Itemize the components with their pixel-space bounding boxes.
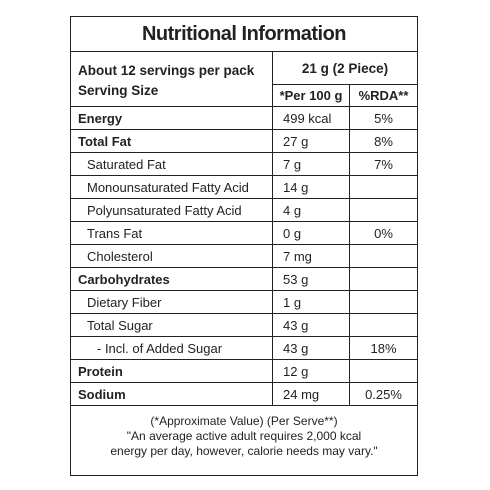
nutrient-per100: 7 mg: [272, 245, 349, 267]
column-header-rda: %RDA**: [349, 84, 417, 106]
serving-size-label: Serving Size: [78, 83, 159, 98]
nutrient-rda: 18%: [349, 337, 417, 359]
nutrient-rda: [349, 314, 417, 336]
nutrient-name: Total Fat: [78, 133, 132, 149]
nutrient-per100: 53 g: [272, 268, 349, 290]
nutrient-rda: 8%: [349, 130, 417, 152]
nutrient-per100: 499 kcal: [272, 107, 349, 129]
nutrient-per100: 43 g: [272, 314, 349, 336]
column-header-per100: *Per 100 g: [272, 84, 349, 106]
nutrient-row-protein: Protein 12 g: [71, 360, 417, 383]
nutrient-rda: 5%: [349, 107, 417, 129]
nutrient-row-sodium: Sodium 24 mg 0.25%: [71, 383, 417, 406]
nutrient-name: Monounsaturated Fatty Acid: [87, 179, 249, 195]
footnote: (*Approximate Value) (Per Serve**) "An a…: [71, 406, 417, 459]
nutrient-rda: [349, 199, 417, 221]
nutrient-per100: 27 g: [272, 130, 349, 152]
nutrient-per100: 1 g: [272, 291, 349, 313]
footnote-line-1: (*Approximate Value) (Per Serve**): [150, 414, 338, 428]
nutrient-row-saturated-fat: Saturated Fat 7 g 7%: [71, 153, 417, 176]
nutrient-per100: 43 g: [272, 337, 349, 359]
nutrient-row-total-fat: Total Fat 27 g 8%: [71, 130, 417, 153]
nutrient-name: Polyunsaturated Fatty Acid: [87, 202, 242, 218]
nutrient-per100: 4 g: [272, 199, 349, 221]
nutrient-rda: [349, 176, 417, 198]
footnote-line-3: energy per day, however, calorie needs m…: [110, 444, 378, 458]
panel-title: Nutritional Information: [71, 17, 417, 52]
nutrient-name: Sodium: [78, 386, 126, 402]
nutrient-name: Saturated Fat: [87, 156, 166, 172]
nutrient-rda: 0.25%: [349, 383, 417, 405]
nutrient-row-monounsaturated: Monounsaturated Fatty Acid 14 g: [71, 176, 417, 199]
serving-header: About 12 servings per pack Serving Size …: [71, 52, 417, 107]
nutrient-row-energy: Energy 499 kcal 5%: [71, 107, 417, 130]
nutrient-rda: [349, 245, 417, 267]
nutrient-name: Total Sugar: [87, 317, 153, 333]
serving-size-value: 21 g (2 Piece): [272, 52, 417, 84]
nutrient-name: - Incl. of Added Sugar: [97, 340, 223, 356]
nutrient-rda: 0%: [349, 222, 417, 244]
nutrient-per100: 14 g: [272, 176, 349, 198]
nutrient-per100: 7 g: [272, 153, 349, 175]
nutrient-name: Cholesterol: [87, 248, 153, 264]
nutrient-row-carbohydrates: Carbohydrates 53 g: [71, 268, 417, 291]
nutrient-row-trans-fat: Trans Fat 0 g 0%: [71, 222, 417, 245]
nutrient-rda: [349, 268, 417, 290]
nutrient-row-cholesterol: Cholesterol 7 mg: [71, 245, 417, 268]
nutrient-name: Trans Fat: [87, 225, 143, 241]
nutrient-name: Carbohydrates: [78, 271, 170, 287]
nutrient-per100: 0 g: [272, 222, 349, 244]
servings-per-pack: About 12 servings per pack: [78, 63, 255, 78]
nutrient-row-dietary-fiber: Dietary Fiber 1 g: [71, 291, 417, 314]
nutrient-per100: 24 mg: [272, 383, 349, 405]
nutrient-row-polyunsaturated: Polyunsaturated Fatty Acid 4 g: [71, 199, 417, 222]
nutrient-rda: 7%: [349, 153, 417, 175]
nutrient-row-total-sugar: Total Sugar 43 g: [71, 314, 417, 337]
nutrient-row-added-sugar: - Incl. of Added Sugar 43 g 18%: [71, 337, 417, 360]
nutrient-rda: [349, 291, 417, 313]
nutrient-name: Protein: [78, 363, 123, 379]
nutrient-name: Energy: [78, 110, 123, 126]
nutrient-name: Dietary Fiber: [87, 294, 162, 310]
nutrient-per100: 12 g: [272, 360, 349, 382]
nutrition-panel: Nutritional Information About 12 serving…: [70, 16, 418, 476]
footnote-line-2: "An average active adult requires 2,000 …: [126, 429, 362, 443]
nutrient-rda: [349, 360, 417, 382]
